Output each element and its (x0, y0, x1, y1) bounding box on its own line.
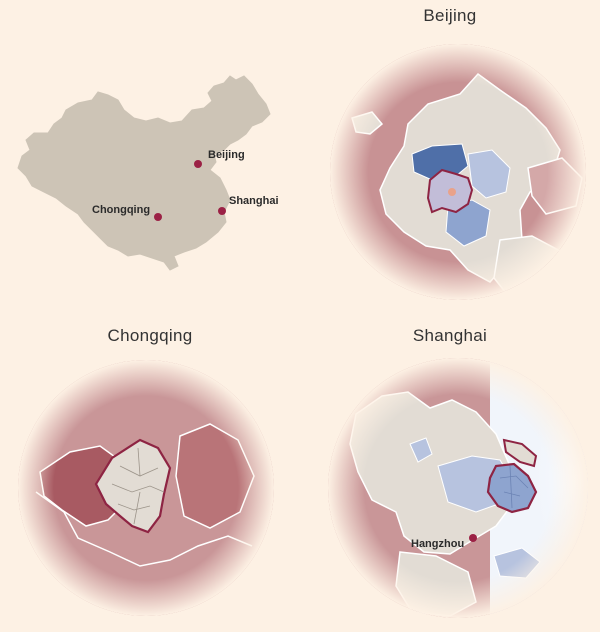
shanghai-label: Shanghai (229, 195, 279, 207)
beijing-panel: Beijing (300, 0, 600, 316)
beijing-map (330, 44, 586, 300)
china-map (17, 75, 271, 271)
chongqing-map (18, 360, 274, 616)
chongqing-label: Chongqing (92, 204, 151, 216)
chongqing-marker[interactable] (154, 213, 162, 221)
shanghai-marker[interactable] (218, 207, 226, 215)
beijing-title: Beijing (423, 6, 477, 25)
beijing-label: Beijing (208, 149, 245, 161)
chongqing-panel: Chongqing (0, 316, 300, 632)
chongqing-title: Chongqing (107, 326, 193, 345)
shanghai-panel: Shanghai (300, 316, 600, 632)
hangzhou-label: Hangzhou (411, 538, 465, 550)
china-outline (17, 75, 271, 271)
china-overview-panel: Beijing Shanghai Chongqing (0, 0, 300, 300)
shanghai-title: Shanghai (412, 326, 488, 345)
chongqing-vignette (18, 360, 274, 616)
beijing-marker[interactable] (194, 160, 202, 168)
shanghai-vignette (328, 358, 588, 618)
beijing-vignette (330, 44, 586, 300)
shanghai-map (328, 358, 588, 618)
